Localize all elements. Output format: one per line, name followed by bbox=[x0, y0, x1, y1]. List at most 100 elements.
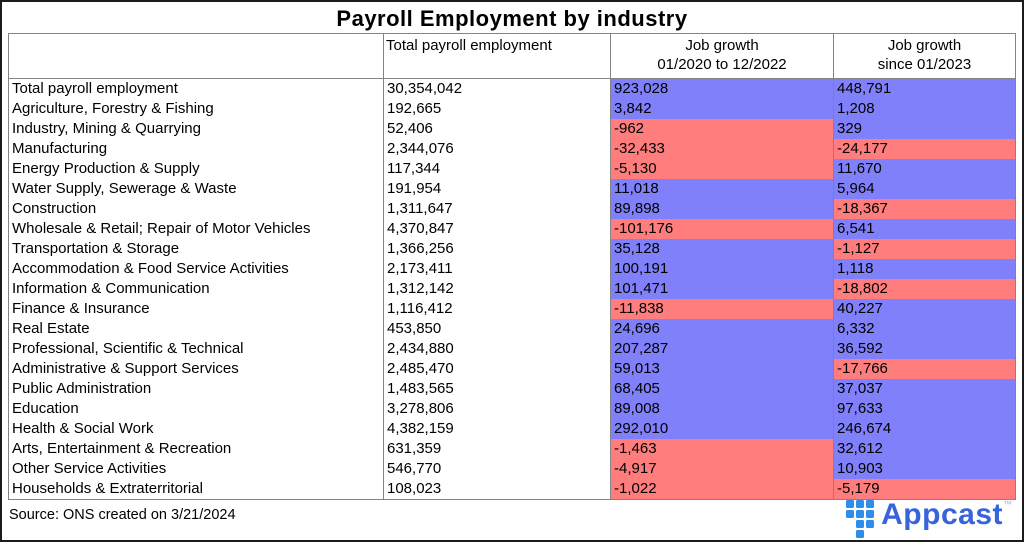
job-growth-2020-2022-cell: -11,838 bbox=[611, 299, 834, 319]
table-row: Households & Extraterritorial 108,023 -1,0… bbox=[9, 479, 1015, 499]
appcast-logo-text: Appcast bbox=[881, 498, 1003, 531]
job-growth-2020-2022-cell: 3,842 bbox=[611, 99, 834, 119]
total-payroll-cell: 30,354,042 bbox=[384, 79, 611, 99]
table-row: Agriculture, Forestry & Fishing 192,665 3,… bbox=[9, 99, 1015, 119]
job-growth-since-2023-cell: 246,674 bbox=[834, 419, 1015, 439]
job-growth-since-2023-cell: 6,332 bbox=[834, 319, 1015, 339]
job-growth-2020-2022-cell: 11,018 bbox=[611, 179, 834, 199]
job-growth-since-2023-cell: -5,179 bbox=[834, 479, 1015, 499]
total-payroll-cell: 453,850 bbox=[384, 319, 611, 339]
table-row: Manufacturing 2,344,076 -32,433 -24,177 bbox=[9, 139, 1015, 159]
header-job-growth-since-2023-line1: Job growth bbox=[887, 37, 962, 54]
industry-name-cell: Real Estate bbox=[9, 319, 384, 339]
industry-name-cell: Transportation & Storage bbox=[9, 239, 384, 259]
table-row: Total payroll employment 30,354,042 923,02… bbox=[9, 79, 1015, 99]
job-growth-2020-2022-cell: -5,130 bbox=[611, 159, 834, 179]
job-growth-2020-2022-cell: 101,471 bbox=[611, 279, 834, 299]
total-payroll-cell: 2,485,470 bbox=[384, 359, 611, 379]
industry-name-cell: Education bbox=[9, 399, 384, 419]
industry-name-cell: Manufacturing bbox=[9, 139, 384, 159]
table-body: Total payroll employment 30,354,042 923,02… bbox=[9, 79, 1015, 499]
job-growth-since-2023-cell: -17,766 bbox=[834, 359, 1015, 379]
job-growth-2020-2022-cell: 89,008 bbox=[611, 399, 834, 419]
job-growth-since-2023-cell: -24,177 bbox=[834, 139, 1015, 159]
table-row: Health & Social Work 4,382,159 292,010 246,… bbox=[9, 419, 1015, 439]
industry-name-cell: Wholesale & Retail; Repair of Motor Vehi… bbox=[9, 219, 384, 239]
table-row: Professional, Scientific & Technical 2,43… bbox=[9, 339, 1015, 359]
job-growth-since-2023-cell: 97,633 bbox=[834, 399, 1015, 419]
table-row: Industry, Mining & Quarrying 52,406 -962 32… bbox=[9, 119, 1015, 139]
table-row: Information & Communication 1,312,142 101,… bbox=[9, 279, 1015, 299]
table-row: Accommodation & Food Service Activities 2… bbox=[9, 259, 1015, 279]
total-payroll-cell: 4,382,159 bbox=[384, 419, 611, 439]
total-payroll-cell: 1,116,412 bbox=[384, 299, 611, 319]
table-header-row: Total payroll employment Job growth 01/2… bbox=[9, 34, 1015, 79]
industry-name-cell: Information & Communication bbox=[9, 279, 384, 299]
job-growth-2020-2022-cell: -1,463 bbox=[611, 439, 834, 459]
job-growth-2020-2022-cell: -962 bbox=[611, 119, 834, 139]
header-job-growth-since-2023-line2: since 01/2023 bbox=[877, 56, 972, 73]
job-growth-2020-2022-cell: -101,176 bbox=[611, 219, 834, 239]
industry-name-cell: Public Administration bbox=[9, 379, 384, 399]
job-growth-2020-2022-cell: -1,022 bbox=[611, 479, 834, 499]
job-growth-2020-2022-cell: -4,917 bbox=[611, 459, 834, 479]
industry-name-cell: Total payroll employment bbox=[9, 79, 384, 99]
table-row: Transportation & Storage 1,366,256 35,128-… bbox=[9, 239, 1015, 259]
header-job-growth-2020-2022: Job growth 01/2020 to 12/2022 bbox=[611, 34, 834, 78]
total-payroll-cell: 108,023 bbox=[384, 479, 611, 499]
payroll-table: Total payroll employment Job growth 01/2… bbox=[8, 33, 1016, 500]
header-job-growth-2020-2022-line2: 01/2020 to 12/2022 bbox=[657, 56, 787, 73]
industry-name-cell: Administrative & Support Services bbox=[9, 359, 384, 379]
job-growth-2020-2022-cell: 24,696 bbox=[611, 319, 834, 339]
total-payroll-cell: 191,954 bbox=[384, 179, 611, 199]
figure-footer: Source: ONS created on 3/21/2024 Appcast… bbox=[2, 498, 1022, 540]
total-payroll-cell: 546,770 bbox=[384, 459, 611, 479]
job-growth-since-2023-cell: 1,118 bbox=[834, 259, 1015, 279]
job-growth-2020-2022-cell: -32,433 bbox=[611, 139, 834, 159]
job-growth-2020-2022-cell: 35,128 bbox=[611, 239, 834, 259]
job-growth-2020-2022-cell: 68,405 bbox=[611, 379, 834, 399]
industry-name-cell: Professional, Scientific & Technical bbox=[9, 339, 384, 359]
job-growth-since-2023-cell: 329 bbox=[834, 119, 1015, 139]
industry-name-cell: Industry, Mining & Quarrying bbox=[9, 119, 384, 139]
job-growth-since-2023-cell: -18,367 bbox=[834, 199, 1015, 219]
total-payroll-cell: 117,344 bbox=[384, 159, 611, 179]
table-row: Energy Production & Supply 117,344 -5,130 1… bbox=[9, 159, 1015, 179]
job-growth-2020-2022-cell: 100,191 bbox=[611, 259, 834, 279]
total-payroll-cell: 1,311,647 bbox=[384, 199, 611, 219]
industry-name-cell: Agriculture, Forestry & Fishing bbox=[9, 99, 384, 119]
page-title: Payroll Employment by industry bbox=[336, 6, 688, 31]
appcast-logo: Appcast ™ bbox=[846, 496, 1012, 538]
industry-name-cell: Health & Social Work bbox=[9, 419, 384, 439]
job-growth-since-2023-cell: 40,227 bbox=[834, 299, 1015, 319]
table-row: Real Estate 453,850 24,696 6,332 bbox=[9, 319, 1015, 339]
table-row: Water Supply, Sewerage & Waste 191,954 11,… bbox=[9, 179, 1015, 199]
job-growth-since-2023-cell: 36,592 bbox=[834, 339, 1015, 359]
table-row: Finance & Insurance 1,116,412 -11,838 40,22… bbox=[9, 299, 1015, 319]
total-payroll-cell: 192,665 bbox=[384, 99, 611, 119]
job-growth-since-2023-cell: 11,670 bbox=[834, 159, 1015, 179]
total-payroll-cell: 3,278,806 bbox=[384, 399, 611, 419]
industry-name-cell: Construction bbox=[9, 199, 384, 219]
table-row: Construction 1,311,647 89,898 -18,367 bbox=[9, 199, 1015, 219]
table-row: Administrative & Support Services 2,485,4… bbox=[9, 359, 1015, 379]
total-payroll-cell: 2,344,076 bbox=[384, 139, 611, 159]
table-row: Wholesale & Retail; Repair of Motor Vehi… bbox=[9, 219, 1015, 239]
job-growth-since-2023-cell: 1,208 bbox=[834, 99, 1015, 119]
job-growth-since-2023-cell: -18,802 bbox=[834, 279, 1015, 299]
total-payroll-cell: 1,312,142 bbox=[384, 279, 611, 299]
table-row: Arts, Entertainment & Recreation 631,359-… bbox=[9, 439, 1015, 459]
header-industry bbox=[9, 34, 384, 78]
job-growth-since-2023-cell: 5,964 bbox=[834, 179, 1015, 199]
total-payroll-cell: 4,370,847 bbox=[384, 219, 611, 239]
industry-name-cell: Accommodation & Food Service Activities bbox=[9, 259, 384, 279]
industry-name-cell: Other Service Activities bbox=[9, 459, 384, 479]
table-row: Other Service Activities 546,770 -4,917 10,… bbox=[9, 459, 1015, 479]
job-growth-since-2023-cell: 6,541 bbox=[834, 219, 1015, 239]
industry-name-cell: Arts, Entertainment & Recreation bbox=[9, 439, 384, 459]
job-growth-since-2023-cell: 37,037 bbox=[834, 379, 1015, 399]
table-row: Public Administration 1,483,565 68,405 37,0… bbox=[9, 379, 1015, 399]
job-growth-since-2023-cell: 32,612 bbox=[834, 439, 1015, 459]
job-growth-since-2023-cell: 10,903 bbox=[834, 459, 1015, 479]
